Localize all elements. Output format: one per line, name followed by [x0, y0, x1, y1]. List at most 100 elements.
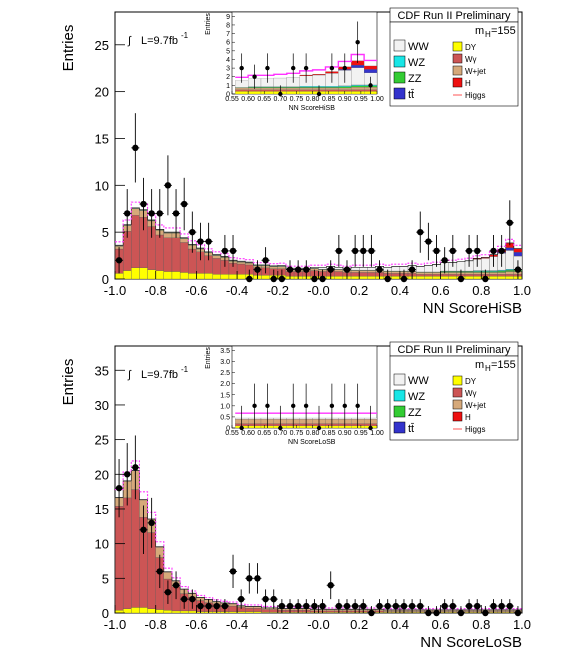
- bottom-legend-swatch: [452, 399, 463, 410]
- top-bar-Wγ: [155, 234, 164, 271]
- bottom-y-tick-label: 0: [102, 606, 109, 621]
- top-inset-y-tick-label: 5: [226, 48, 230, 55]
- top-bar-DY: [114, 273, 124, 280]
- top-bar-W+jet: [505, 271, 515, 275]
- bottom-data-point: [465, 602, 473, 610]
- bottom-data-point: [237, 595, 245, 603]
- top-data-point: [433, 247, 440, 255]
- bottom-inset-x-axis-label: NN ScoreLoSB: [288, 439, 336, 446]
- top-inset-bar-ZZ: [338, 86, 352, 89]
- top-bar-DY: [359, 276, 368, 280]
- top-bar-Wγ: [236, 263, 246, 275]
- bottom-data-point: [506, 602, 513, 610]
- bottom-x-tick-label: -0.2: [267, 617, 289, 632]
- top-bar-W+jet: [424, 272, 433, 275]
- bottom-data-points: [115, 435, 522, 617]
- top-data-point: [449, 247, 457, 255]
- bottom-legend-label: H: [465, 413, 471, 422]
- top-inset-x-axis-label: NN ScoreHiSB: [289, 105, 336, 112]
- top-data-point: [180, 200, 188, 208]
- top-legend-swatch: [393, 39, 406, 52]
- top-x-tick-label: 1.0: [513, 283, 531, 298]
- top-legend-swatch: [452, 41, 463, 52]
- bottom-data-point: [294, 602, 302, 610]
- top-inset-bar-DY: [235, 91, 249, 95]
- top-data-point: [132, 144, 139, 152]
- top-data-point: [400, 275, 408, 283]
- top-inset-bar-ZZ: [351, 85, 365, 88]
- top-bar-DY: [473, 276, 482, 280]
- top-inset-data-point: [291, 65, 296, 71]
- top-x-tick-label: 0.4: [391, 283, 409, 298]
- top-bar-DY: [261, 275, 270, 280]
- bottom-data-point: [514, 609, 522, 617]
- top-bar-DY: [220, 274, 230, 280]
- bottom-x-tick-label: 0.8: [472, 617, 490, 632]
- bottom-x-tick-label: -0.6: [185, 617, 207, 632]
- top-inset-data-point: [368, 83, 373, 88]
- top-inset-bar-WW: [351, 67, 365, 86]
- bottom-inset-data-point: [342, 403, 347, 409]
- top-inset-bar-DY: [351, 91, 365, 95]
- top-inset-data-point: [355, 40, 360, 45]
- top-x-tick-label: -0.6: [185, 283, 207, 298]
- top-inset-y-tick-label: 1: [226, 83, 230, 90]
- bottom-bar-DY: [188, 610, 197, 614]
- top-bar-Wγ: [440, 274, 449, 277]
- top-signal-band: [115, 201, 522, 267]
- top-bar-DY: [147, 269, 156, 280]
- top-mass-value: =155: [491, 25, 516, 37]
- top-inset-bar-tt̄: [364, 69, 378, 73]
- top-bar-DY: [350, 276, 360, 280]
- bottom-legend: WW WZ ZZ tt̄ DY Wγ W+jet H Higgs: [393, 373, 486, 435]
- top-legend-label: WZ: [408, 57, 425, 69]
- top-x-tick-label: -0.8: [144, 283, 166, 298]
- top-bar-DY: [188, 273, 197, 280]
- bottom-data-point: [351, 602, 359, 610]
- top-legend-label: Higgs: [465, 91, 485, 100]
- top-bar-DY: [139, 267, 148, 280]
- bottom-data-point: [115, 484, 123, 492]
- bottom-legend-swatch: [393, 389, 406, 402]
- top-inset-bar-WZ: [338, 85, 352, 87]
- top-data-point: [408, 266, 416, 273]
- top-bar-DY: [131, 267, 140, 280]
- bottom-signal-band: [115, 460, 522, 610]
- top-legend-swatch: [452, 53, 463, 64]
- bottom-legend-swatch: [452, 387, 463, 398]
- bottom-data-point: [213, 602, 220, 610]
- top-bar-W+jet: [245, 262, 254, 266]
- top-bar-DY: [236, 274, 246, 280]
- bottom-data-point: [408, 602, 416, 610]
- top-data-point: [441, 257, 448, 264]
- top-bar-W+jet: [416, 272, 425, 275]
- top-data-point: [457, 275, 465, 283]
- top-inset-x-tick-label: 0.95: [354, 96, 368, 103]
- top-data-point: [360, 247, 367, 255]
- bottom-inset-x-tick-label: 0.80: [306, 430, 320, 437]
- top-bar-DY: [497, 276, 506, 280]
- top-bar-W+jet: [448, 272, 458, 275]
- bottom-bar-DY: [131, 607, 140, 614]
- bottom-data-point: [335, 602, 343, 610]
- top-data-point: [335, 247, 343, 255]
- top-inset-bar-WW: [312, 74, 326, 87]
- top-inset-data-point: [342, 65, 347, 71]
- top-inset-x-tick-label: 0.80: [306, 96, 320, 103]
- bottom-x-tick-label: 0.4: [391, 617, 409, 632]
- bottom-plot-panel: -1.0 -0.8 -0.6 -0.4 -0.2 -0.0 0.2 0.4 0.6 0.8 1.00…: [60, 341, 531, 651]
- top-bar-W+jet: [432, 272, 441, 275]
- top-inset-bar-WZ: [299, 86, 313, 88]
- top-header: CDF Run II Preliminary: [397, 10, 511, 22]
- top-data-point: [262, 257, 269, 264]
- bottom-inset-x-tick-label: 0.55: [225, 430, 239, 437]
- top-legend-swatch: [452, 65, 463, 76]
- top-bar-Wγ: [473, 274, 482, 277]
- bottom-data-point: [490, 602, 497, 610]
- top-bar-W+jet: [277, 266, 287, 269]
- bottom-inset-y-tick-label: 3.0: [220, 359, 230, 366]
- bottom-data-point: [124, 471, 131, 478]
- bottom-legend-label: Higgs: [465, 425, 485, 434]
- top-legend-swatch: [452, 77, 463, 88]
- top-data-point: [294, 266, 302, 273]
